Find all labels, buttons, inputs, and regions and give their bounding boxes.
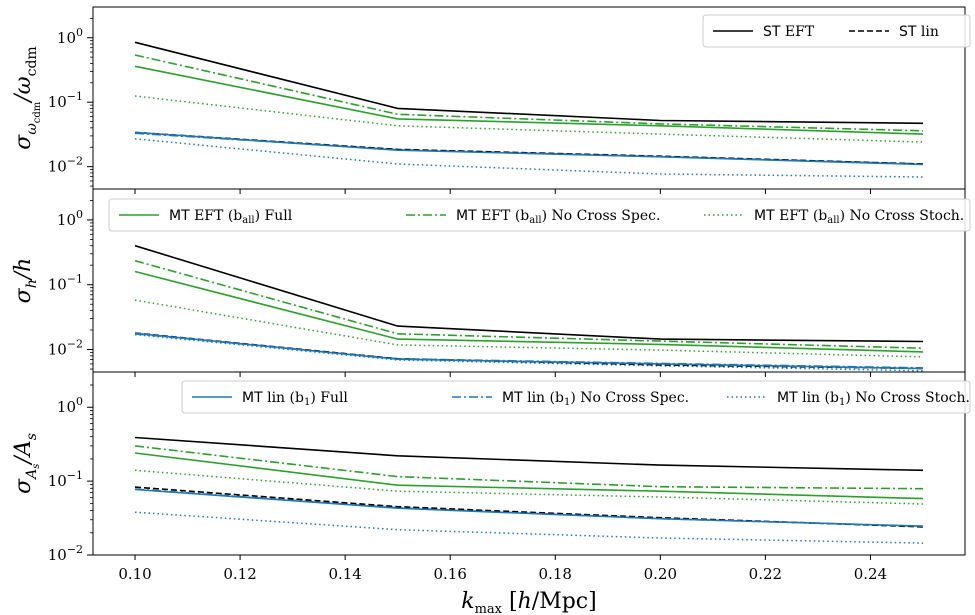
series-line-mt-lin-nocrossstoch (134, 333, 924, 372)
x-tick-label: 0.24 (854, 565, 887, 583)
x-tick-label: 0.18 (539, 565, 572, 583)
panel-3: 100 10−1 10−2 0.10 0.12 0.14 0.16 0.18 0.20 0.22 0… (11, 371, 971, 583)
y-axis-label: σh/h (11, 258, 40, 304)
series-line-mt-lin-full (134, 131, 924, 166)
series-line-mt-lin-nocrossstoch (134, 511, 924, 544)
series-line-mt-eft-full (134, 452, 924, 500)
legend-label: MT EFT (ball) Full (169, 208, 293, 226)
x-axis-label: kmax [h/Mpc] (461, 589, 596, 615)
y-tick-label: 10−2 (48, 338, 83, 359)
series-line-mt-eft-nocrossstoch (134, 95, 924, 143)
series-line-mt-eft-full (134, 270, 924, 353)
series-line-st-lin (134, 332, 924, 370)
y-tick-label: 10−1 (48, 90, 83, 111)
series-line-mt-lin-full (134, 488, 924, 527)
x-tick-label: 0.20 (644, 565, 677, 583)
series-line-st-eft (134, 436, 924, 472)
series-line-st-lin (134, 131, 924, 165)
x-tick-label: 0.14 (328, 565, 361, 583)
series-line-mt-eft-full (134, 65, 924, 135)
legend-label: ST lin (899, 24, 939, 40)
legend-label: MT EFT (ball) No Cross Spec. (456, 208, 660, 226)
series-line-mt-lin-nocrossspec (134, 333, 924, 369)
y-tick-label: 100 (57, 208, 83, 229)
y-tick-label: 10−2 (48, 155, 83, 176)
y-tick-label: 10−1 (48, 273, 83, 294)
x-tick-label: 0.16 (434, 565, 467, 583)
x-tick-label: 0.10 (118, 565, 151, 583)
series-line-mt-eft-nocrossspec (134, 54, 924, 132)
series-group (134, 436, 924, 544)
series-line-mt-eft-nocrossspec (134, 259, 924, 349)
legend-label: MT lin (b1) No Cross Stoch. (777, 390, 970, 408)
series-line-mt-eft-nocrossspec (134, 445, 924, 490)
legend: ST EFT ST lin (702, 14, 971, 48)
legend-label: MT lin (b1) No Cross Spec. (502, 390, 689, 408)
series-line-mt-eft-nocrossstoch (134, 469, 924, 505)
series-line-mt-lin-full (134, 332, 924, 370)
series-line-st-eft (134, 41, 924, 125)
series-line-mt-lin-nocrossstoch (134, 138, 924, 178)
series-line-st-eft (134, 244, 924, 343)
legend: MT lin (b1) Full MT lin (b1) No Cross Spe… (181, 380, 971, 414)
y-tick-label: 10−2 (48, 543, 83, 564)
series-line-st-lin (134, 486, 924, 528)
y-tick-label: 10−1 (48, 469, 83, 490)
y-axis-label: σωcdm/ωcdm (11, 46, 43, 149)
y-tick-label: 100 (57, 395, 83, 416)
legend-label: MT lin (b1) Full (242, 390, 348, 408)
legend-label: MT EFT (ball) No Cross Stoch. (754, 208, 964, 226)
legend-label: ST EFT (763, 24, 815, 40)
x-tick-label: 0.12 (223, 565, 256, 583)
series-group (134, 244, 924, 372)
axes-frame (92, 371, 966, 556)
x-tick-label: 0.22 (749, 565, 782, 583)
y-tick-label: 100 (57, 26, 83, 47)
y-axis-label: σAs/As (11, 433, 42, 494)
legend: MT EFT (ball) Full MT EFT (ball) No Cross… (108, 198, 971, 232)
series-group (134, 41, 924, 178)
